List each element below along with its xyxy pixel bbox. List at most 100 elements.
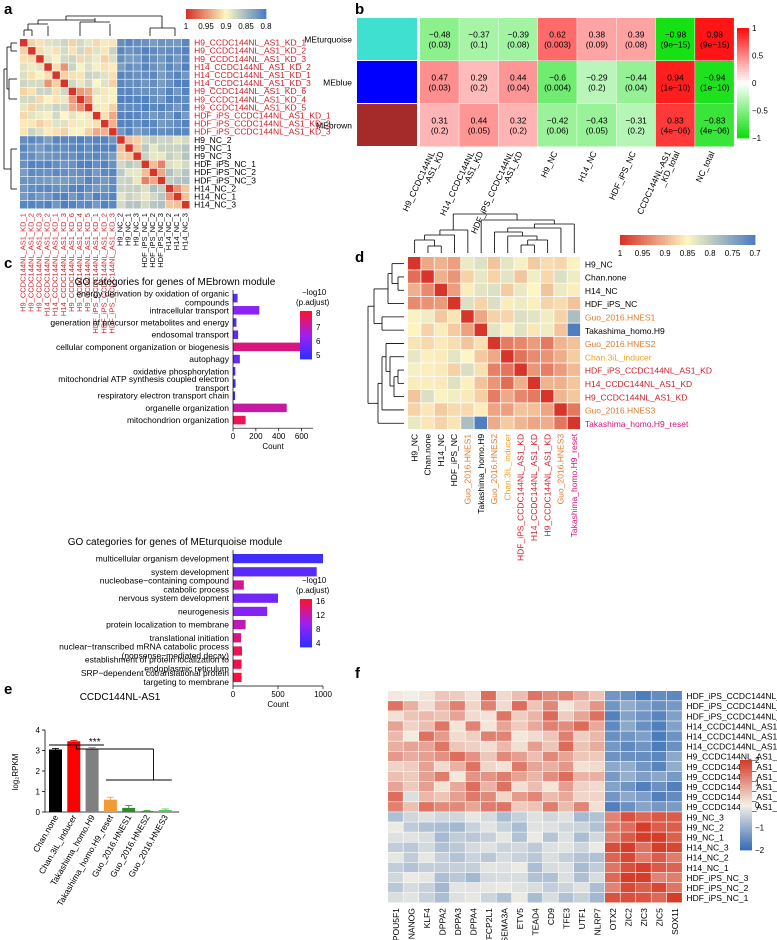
heatmap-cell	[117, 95, 125, 104]
heatmap-cell	[605, 721, 620, 731]
colorbar-segment	[222, 9, 225, 19]
heatmap-cell	[101, 184, 109, 193]
heatmap-cell	[117, 184, 125, 193]
correlation-value: 0.32	[510, 116, 527, 126]
heatmap-cell	[92, 192, 101, 201]
heatmap-cell	[419, 741, 434, 751]
column-label: HDF_iPS_CCDC144NL_AS1_KD_1	[91, 213, 100, 333]
legend-colorbar-segment	[300, 352, 312, 355]
heatmap-cell	[28, 87, 36, 96]
heatmap-cell	[20, 87, 28, 96]
heatmap-cell	[636, 731, 651, 741]
column-label: H9_NC_2	[115, 213, 124, 246]
go-term-label: compounds	[185, 298, 229, 308]
heatmap-cell	[543, 761, 558, 772]
heatmap-cell	[450, 731, 465, 741]
heatmap-cell	[133, 39, 141, 47]
heatmap-cell	[541, 416, 554, 430]
heatmap-cell	[421, 336, 434, 350]
go-term-label: protein localization to membrane	[106, 620, 229, 630]
colorbar-segment	[740, 798, 752, 801]
colorbar-segment	[256, 9, 259, 19]
heatmap-cell	[44, 201, 52, 209]
heatmap-cell	[465, 852, 481, 863]
heatmap-cell	[496, 893, 512, 903]
heatmap-cell	[589, 832, 605, 842]
heatmap-cell	[165, 79, 174, 87]
heatmap-cell	[543, 731, 558, 741]
heatmap-cell	[28, 192, 36, 201]
heatmap-cell	[84, 71, 93, 79]
column-label: H14_NC_3	[180, 213, 189, 250]
heatmap-cell	[574, 751, 589, 762]
heatmap-cell	[567, 323, 581, 336]
heatmap-cell	[388, 721, 403, 731]
column-label: HDF_iPS_NC_2	[148, 213, 157, 268]
row-label: HDF_iPS_CCDC144NL_AS1_KD	[585, 366, 712, 376]
heatmap-cell	[76, 176, 85, 185]
heatmap-cell	[558, 792, 574, 802]
heatmap-cell	[133, 55, 141, 63]
heatmap-cell	[605, 731, 620, 741]
heatmap-cell	[461, 296, 474, 310]
column-label: ETV5	[515, 908, 525, 930]
heatmap-cell	[481, 842, 496, 852]
heatmap-cell	[52, 152, 60, 160]
row-label: H14_CCDC144NL_AS1_KD_2	[687, 732, 777, 742]
colorbar-tick: 0.9	[659, 249, 671, 258]
heatmap-cell	[434, 711, 450, 721]
heatmap-cell	[60, 39, 68, 47]
heatmap-cell	[173, 79, 182, 87]
colorbar-segment	[740, 814, 752, 817]
heatmap-cell	[419, 802, 434, 812]
colorbar-segment	[722, 235, 726, 245]
colorbar-segment	[202, 9, 205, 19]
heatmap-cell	[408, 257, 421, 270]
heatmap-cell	[68, 201, 77, 209]
heatmap-cell	[388, 882, 403, 893]
module-color-swatch	[357, 61, 417, 103]
legend-colorbar-segment	[300, 616, 312, 619]
heatmap-cell	[574, 771, 589, 782]
legend-colorbar-segment	[300, 645, 312, 648]
heatmap-cell	[28, 144, 36, 152]
heatmap-cell	[133, 120, 141, 128]
heatmap-cell	[487, 363, 501, 376]
y-tick-label: 3	[36, 747, 41, 756]
row-label: H14_NC	[585, 286, 618, 296]
colorbar-segment	[737, 121, 749, 125]
heatmap-cell	[558, 802, 574, 812]
legend-tick: 12	[316, 611, 325, 620]
heatmap-cell	[481, 771, 496, 782]
row-label: HDF_iPS_NC	[585, 299, 637, 309]
heatmap-cell	[567, 336, 581, 350]
heatmap-cell	[388, 781, 403, 792]
colorbar-segment	[656, 235, 660, 245]
column-label: Chan.3iL_inducer	[502, 434, 512, 501]
heatmap-cell	[589, 771, 605, 782]
heatmap-cell	[527, 802, 543, 812]
heatmap-cell	[461, 350, 474, 363]
go-bar	[233, 293, 238, 303]
go-term-label: autophagy	[189, 354, 229, 364]
heatmap-cell	[589, 701, 605, 711]
heatmap-cell	[450, 691, 465, 701]
correlation-value: −0.29	[586, 73, 608, 83]
row-label: H9_CCDC144NL_AS1_KD_6	[194, 86, 306, 96]
heatmap-cell	[165, 184, 174, 193]
heatmap-cell	[68, 176, 77, 185]
heatmap-cell	[149, 103, 158, 112]
correlation-value: 0.47	[431, 73, 448, 83]
heatmap-cell	[474, 390, 487, 403]
colorbar-segment	[737, 127, 749, 131]
p-value: (0.09)	[586, 40, 608, 50]
heatmap-cell	[173, 192, 182, 201]
heatmap-cell	[165, 63, 174, 71]
heatmap-cell	[44, 152, 52, 160]
p-value: (0.04)	[507, 83, 529, 93]
heatmap-cell	[76, 71, 85, 79]
heatmap-cell	[636, 862, 651, 873]
heatmap-cell	[512, 701, 527, 711]
colorbar-segment	[737, 118, 749, 122]
heatmap-cell	[125, 55, 133, 63]
